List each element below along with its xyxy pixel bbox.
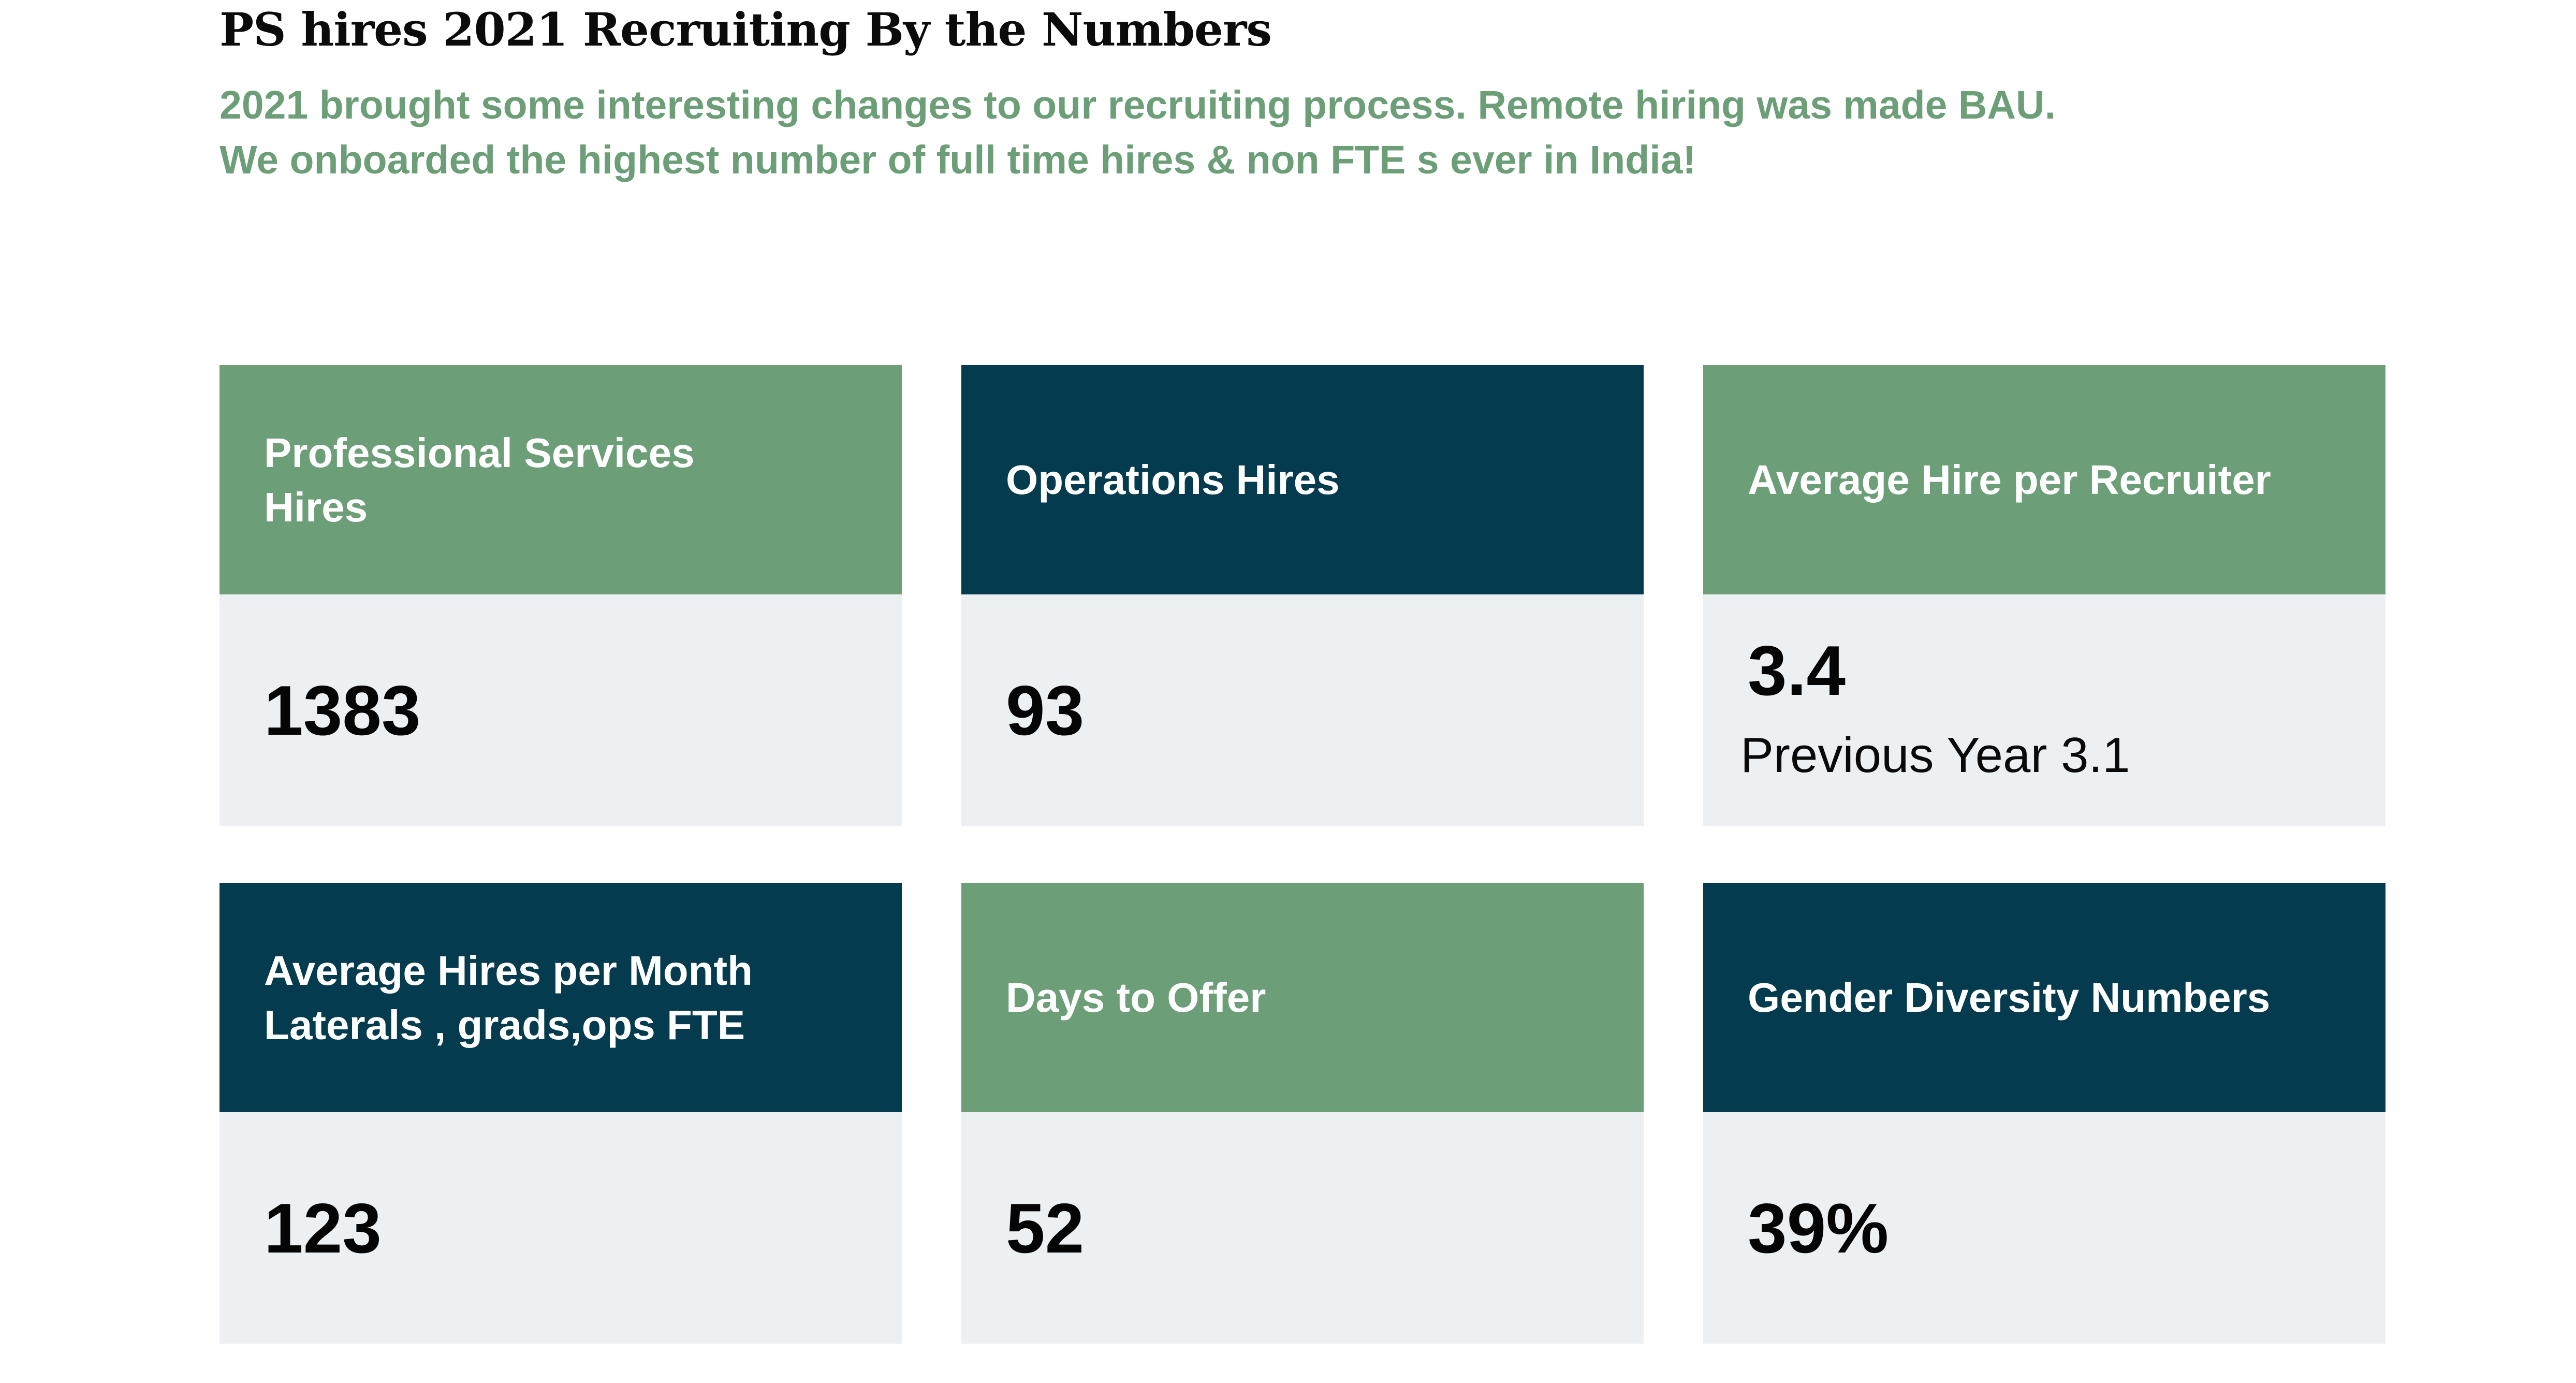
metric-card-days-to-offer: Days to Offer 52 xyxy=(961,883,1644,1344)
metric-card-header: Professional Services Hires xyxy=(219,365,902,594)
metric-label: Operations Hires xyxy=(1006,457,1340,503)
metric-card-average-hire-per-recruiter: Average Hire per Recruiter 3.4 Previous … xyxy=(1703,365,2385,826)
metric-card-average-hires-per-month: Average Hires per Month Laterals , grads… xyxy=(219,883,902,1344)
metric-value: 123 xyxy=(264,1188,382,1268)
metrics-grid: Professional Services Hires 1383 Operati… xyxy=(219,365,2385,1344)
metric-card-body: 39% xyxy=(1703,1112,2385,1344)
metric-card-body: 1383 xyxy=(219,594,902,826)
metric-card-body: 93 xyxy=(961,594,1644,826)
metric-card-header: Gender Diversity Numbers xyxy=(1703,883,2385,1112)
metric-label: Days to Offer xyxy=(1006,974,1266,1021)
metric-label: Average Hire per Recruiter xyxy=(1748,457,2271,503)
metric-card-body: 52 xyxy=(961,1112,1644,1344)
metric-value: 93 xyxy=(1006,671,1085,750)
metric-card-body: 123 xyxy=(219,1112,902,1344)
metric-card-professional-services-hires: Professional Services Hires 1383 xyxy=(219,365,902,826)
metric-card-gender-diversity: Gender Diversity Numbers 39% xyxy=(1703,883,2385,1344)
metric-value: 1383 xyxy=(264,671,421,750)
metric-card-operations-hires: Operations Hires 93 xyxy=(961,365,1644,826)
metric-card-header: Average Hires per Month Laterals , grads… xyxy=(219,883,902,1112)
metric-label: Professional Services xyxy=(264,429,695,476)
metric-value: 3.4 xyxy=(1748,631,1846,710)
metric-value: 39% xyxy=(1748,1188,1889,1268)
metric-label: Average Hires per Month xyxy=(264,947,753,994)
metric-label: Hires xyxy=(264,484,368,530)
page-title: PS hires 2021 Recruiting By the Numbers xyxy=(219,3,1272,56)
intro-text: 2021 brought some interesting changes to… xyxy=(219,78,2394,187)
metric-card-header: Average Hire per Recruiter xyxy=(1703,365,2385,594)
intro-line: 2021 brought some interesting changes to… xyxy=(219,83,2056,127)
metric-label: Laterals , grads,ops FTE xyxy=(264,1001,745,1048)
intro-line: We onboarded the highest number of full … xyxy=(219,138,1696,182)
metric-label: Gender Diversity Numbers xyxy=(1748,974,2271,1021)
metric-value: 52 xyxy=(1006,1188,1085,1268)
metric-card-header: Days to Offer xyxy=(961,883,1644,1112)
metric-card-header: Operations Hires xyxy=(961,365,1644,594)
metric-note: Previous Year 3.1 xyxy=(1740,727,2130,783)
metric-card-body: 3.4 Previous Year 3.1 xyxy=(1703,594,2385,826)
